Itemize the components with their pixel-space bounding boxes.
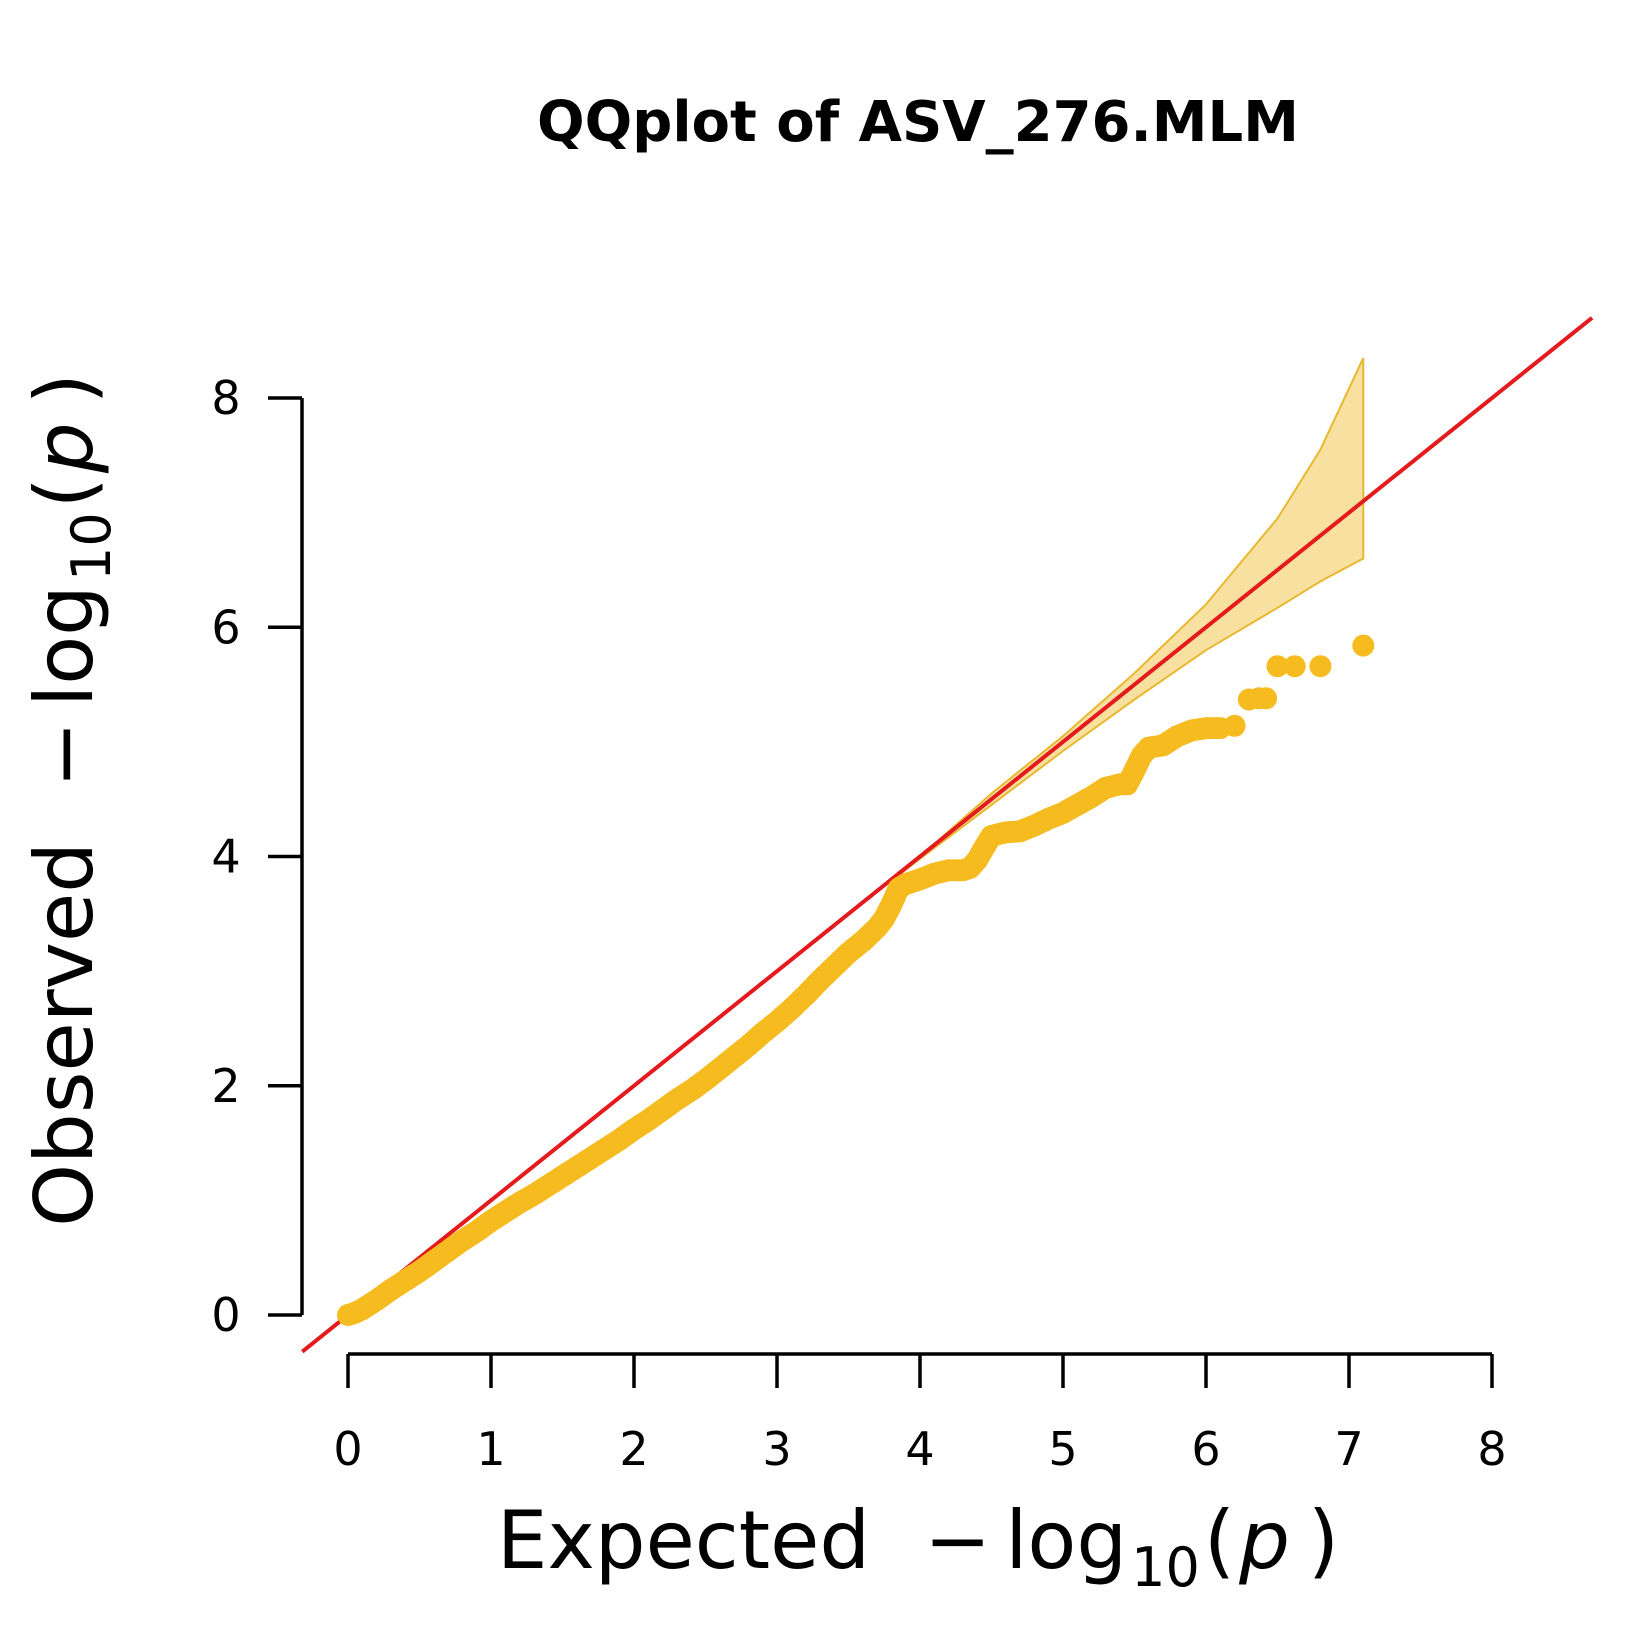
x-tick-label: 2 xyxy=(619,1422,648,1476)
x-axis-label-variable: p xyxy=(1238,1494,1290,1587)
x-axis-ticks: 0 1 2 3 4 5 6 7 8 xyxy=(333,1354,1507,1476)
y-axis-label: Observed − log 10 ( p ) xyxy=(18,373,123,1227)
y-tick-label: 2 xyxy=(211,1059,240,1113)
data-point xyxy=(1352,634,1375,657)
data-point xyxy=(1283,655,1306,678)
y-axis-label-open-paren: ( xyxy=(18,477,111,508)
x-axis-label-log: log xyxy=(1005,1494,1127,1587)
y-tick-label: 6 xyxy=(211,600,240,654)
data-point xyxy=(1255,687,1278,710)
y-axis-label-close-paren: ) xyxy=(18,373,111,404)
data-points xyxy=(337,634,1375,1326)
y-axis-label-base: 10 xyxy=(60,512,123,581)
y-axis-label-main: Observed xyxy=(18,842,111,1227)
data-point xyxy=(1266,655,1289,678)
x-axis-label-minus: − xyxy=(924,1494,991,1587)
reference-line xyxy=(300,316,1594,1354)
y-axis-label-log: log xyxy=(18,585,111,707)
y-tick-label: 0 xyxy=(211,1288,240,1342)
x-tick-label: 4 xyxy=(905,1422,934,1476)
y-tick-label: 4 xyxy=(211,830,240,884)
x-axis-label-main: Expected xyxy=(497,1494,870,1587)
x-tick-label: 6 xyxy=(1191,1422,1220,1476)
x-tick-label: 1 xyxy=(476,1422,505,1476)
y-axis-label-variable: p xyxy=(18,422,111,474)
x-axis-label-close-paren: ) xyxy=(1308,1494,1339,1587)
x-axis-label-open-paren: ( xyxy=(1204,1494,1235,1587)
y-axis-ticks: 0 2 4 6 8 xyxy=(211,371,302,1342)
chart-title: QQplot of ASV_276.MLM xyxy=(537,90,1299,155)
y-axis-label-minus: − xyxy=(18,721,111,788)
x-tick-label: 3 xyxy=(762,1422,791,1476)
x-tick-label: 0 xyxy=(333,1422,362,1476)
x-tick-label: 7 xyxy=(1334,1422,1363,1476)
x-axis-label-base: 10 xyxy=(1131,1536,1200,1599)
y-tick-label: 8 xyxy=(211,371,240,425)
data-point xyxy=(1223,714,1246,737)
x-axis-label: Expected − log 10 ( p ) xyxy=(497,1494,1339,1599)
plot-area xyxy=(300,316,1594,1354)
confidence-band xyxy=(347,357,1365,1316)
x-tick-label: 8 xyxy=(1477,1422,1506,1476)
data-point xyxy=(1309,655,1332,678)
x-tick-label: 5 xyxy=(1048,1422,1077,1476)
